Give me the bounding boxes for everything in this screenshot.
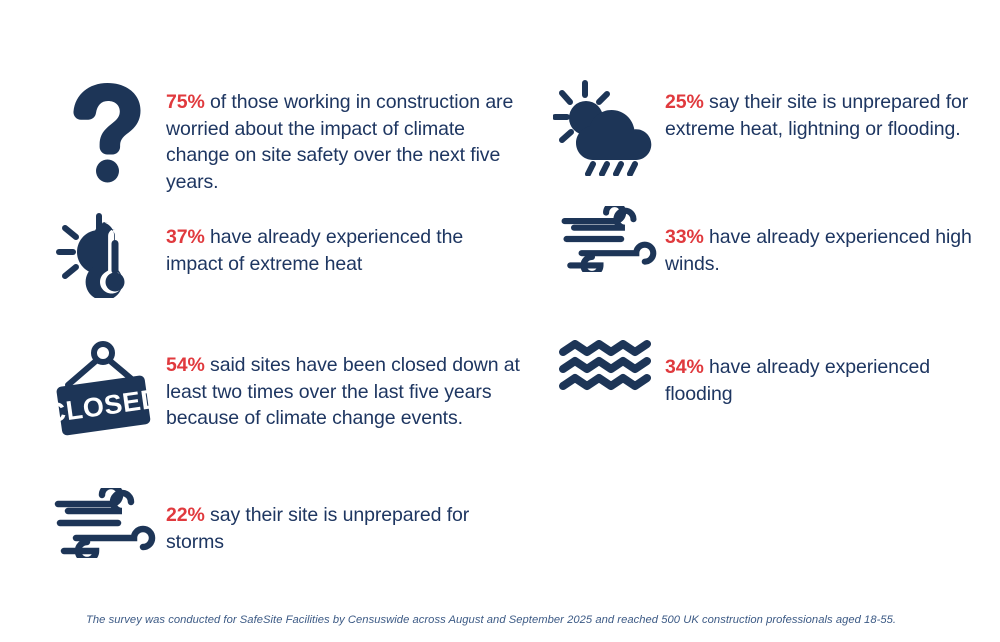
thermometer-sun-icon xyxy=(44,206,166,298)
stat-percent-worried: 75% xyxy=(166,91,205,113)
stat-row-extreme-heat: 37% have already experienced the impact … xyxy=(44,206,514,298)
stat-description-storms: say their site is unprepared for storms xyxy=(166,504,470,553)
stat-row-closures: CLOSED 54% said sites have been closed d… xyxy=(40,340,520,440)
stat-text-high-winds: 33% have already experienced high winds. xyxy=(665,206,990,277)
stat-row-flooding: 34% have already experienced flooding xyxy=(550,340,990,407)
stat-text-flooding: 34% have already experienced flooding xyxy=(665,340,990,407)
closed-sign-icon: CLOSED xyxy=(40,340,166,440)
stat-row-worried: 75% of those working in construction are… xyxy=(48,80,526,195)
stat-description-worried: of those working in construction are wor… xyxy=(166,91,514,193)
waves-icon xyxy=(550,340,665,398)
stat-description-unprepared: say their site is unprepared for extreme… xyxy=(665,91,969,140)
stat-row-high-winds: 33% have already experienced high winds. xyxy=(550,206,990,277)
wind-icon xyxy=(42,488,166,558)
sun-cloud-rain-icon xyxy=(545,80,665,176)
left-column: 75% of those working in construction are… xyxy=(0,0,530,600)
stat-text-closures: 54% said sites have been closed down at … xyxy=(166,340,520,432)
right-column: 25% say their site is unprepared for ext… xyxy=(530,0,1000,600)
stat-text-worried: 75% of those working in construction are… xyxy=(166,80,526,195)
stat-percent-storms: 22% xyxy=(166,504,205,526)
stat-description-high-winds: have already experienced high winds. xyxy=(665,226,972,275)
survey-footnote: The survey was conducted for SafeSite Fa… xyxy=(86,614,897,626)
stat-percent-flooding: 34% xyxy=(665,356,704,378)
stat-row-storms: 22% say their site is unprepared for sto… xyxy=(42,488,512,558)
wind-icon xyxy=(550,206,665,272)
stat-description-flooding: have already experienced flooding xyxy=(665,356,930,405)
stat-description-closures: said sites have been closed down at leas… xyxy=(166,354,520,429)
stats-columns: 75% of those working in construction are… xyxy=(0,0,1000,600)
stat-row-unprepared: 25% say their site is unprepared for ext… xyxy=(545,80,995,176)
question-mark-icon xyxy=(48,80,166,184)
stat-percent-closures: 54% xyxy=(166,354,205,376)
stat-description-extreme-heat: have already experienced the impact of e… xyxy=(166,226,464,275)
stat-text-unprepared: 25% say their site is unprepared for ext… xyxy=(665,80,995,142)
stat-percent-high-winds: 33% xyxy=(665,226,704,248)
stat-text-storms: 22% say their site is unprepared for sto… xyxy=(166,488,512,555)
stat-percent-extreme-heat: 37% xyxy=(166,226,205,248)
stat-percent-unprepared: 25% xyxy=(665,91,704,113)
stat-text-extreme-heat: 37% have already experienced the impact … xyxy=(166,206,514,277)
